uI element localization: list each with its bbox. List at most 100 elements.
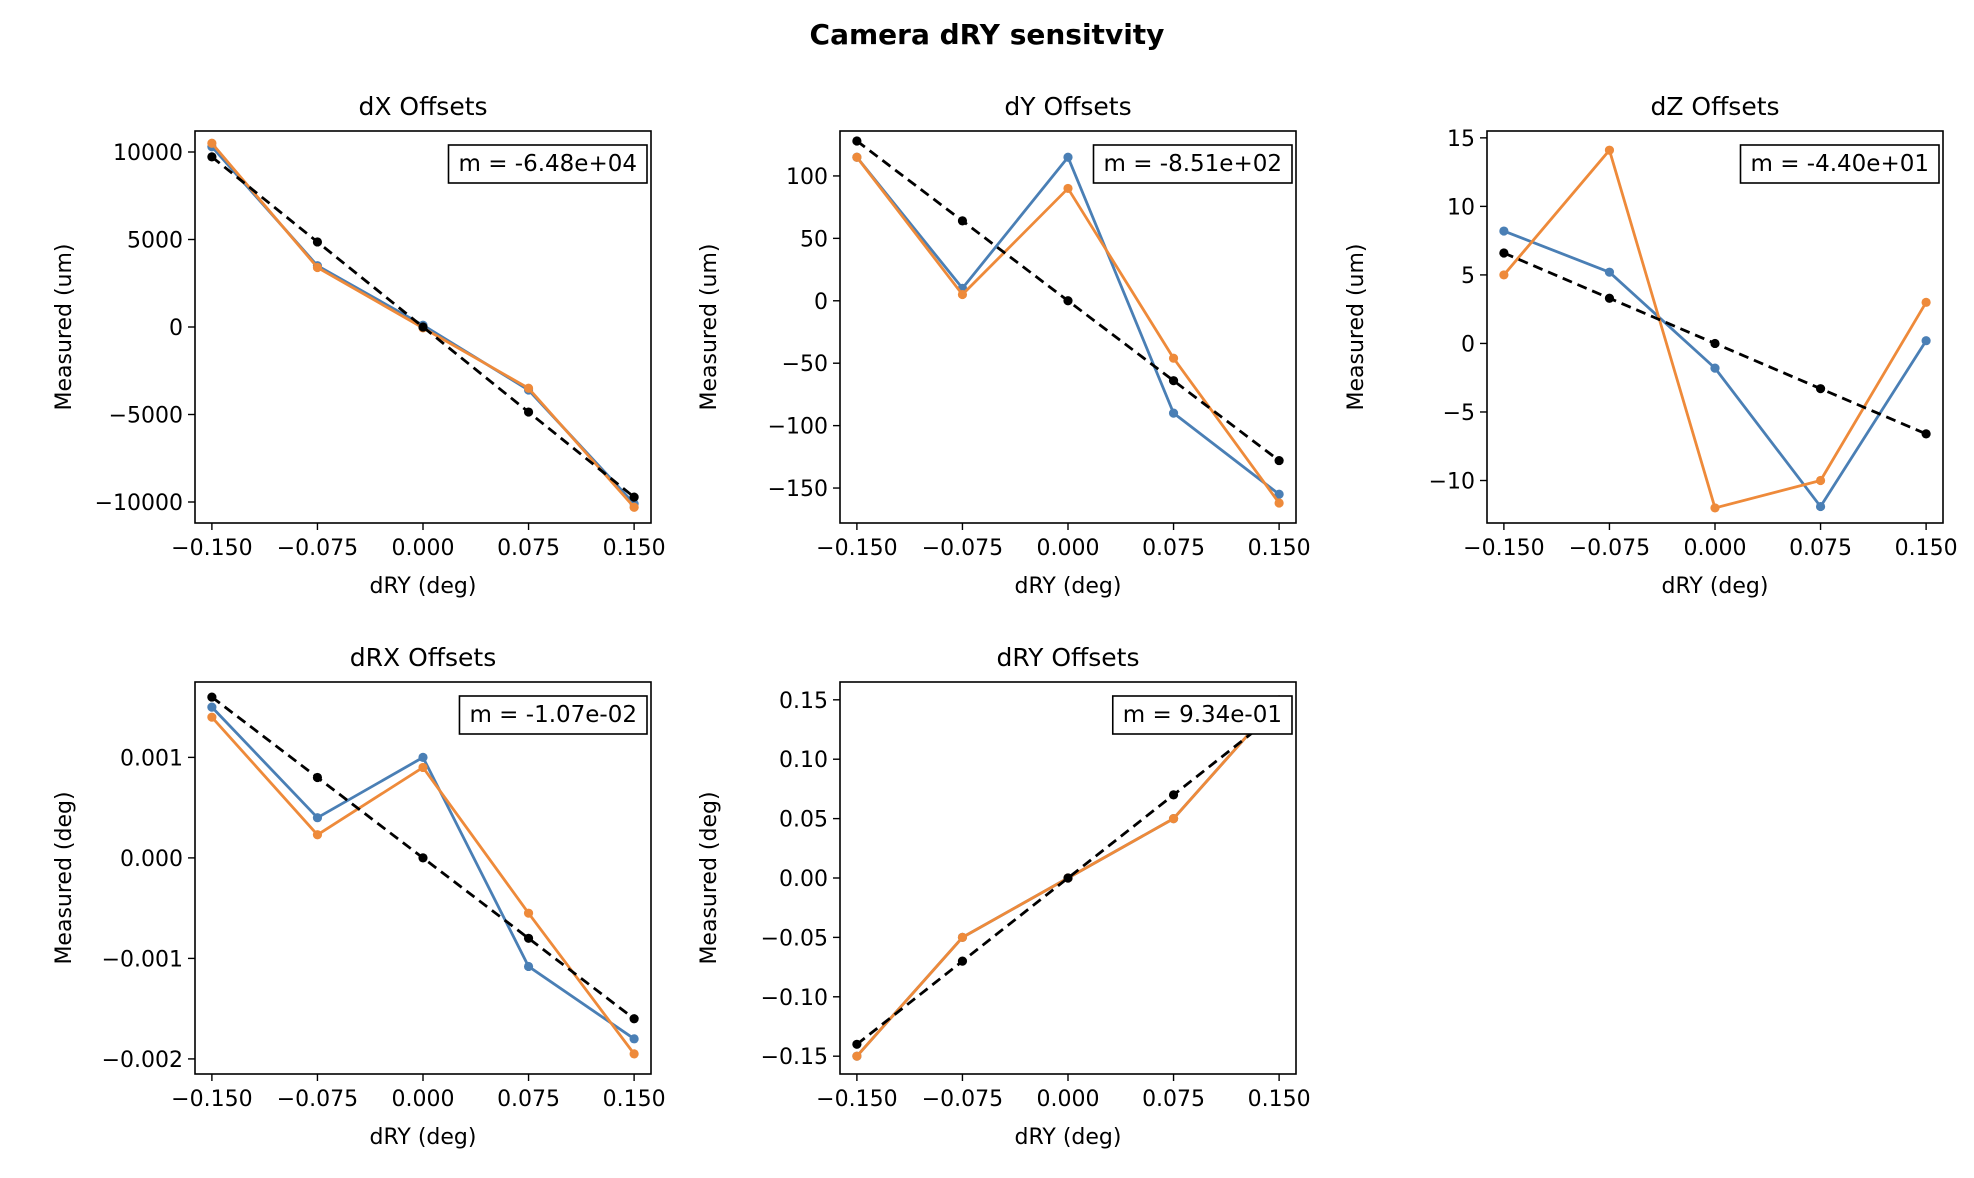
series-2-point: [957, 289, 968, 300]
series-1-line: [855, 155, 1280, 496]
x-axis-label: dRY (deg): [1015, 574, 1122, 599]
y-axis-label: Measured (um): [1344, 244, 1369, 411]
series-2-point: [852, 1051, 862, 1061]
series-2-point: [852, 152, 862, 162]
axes-frame: [194, 681, 652, 1075]
plot-area: [852, 136, 1284, 508]
subplot-title: dY Offsets: [1004, 92, 1131, 121]
subplot-title: dX Offsets: [358, 92, 487, 121]
axes-frame: [194, 130, 652, 524]
figure-title: Camera dRY sensitvity: [810, 18, 1165, 51]
series-1-point: [1921, 336, 1931, 346]
x-tick-label: −0.150: [816, 536, 897, 561]
x-axis-label: dRY (deg): [370, 1125, 477, 1150]
x-tick-label: 0.150: [603, 536, 666, 561]
series-2-point: [523, 908, 534, 918]
y-tick-label: 10: [1447, 195, 1475, 220]
subplot-4: dRX Offsets −0.150 −0.075 0.000 0.075 0.150 −0…: [52, 643, 666, 1150]
y-tick-label: 0.001: [120, 746, 183, 771]
x-tick-label: −0.150: [816, 1087, 897, 1112]
slope-annotation-box: [1111, 695, 1293, 735]
x-tick-label: 0.075: [1142, 536, 1205, 561]
fit-point: [312, 772, 323, 783]
y-tick-label: −100: [768, 415, 828, 440]
slope-annotation-text: m = -8.51e+02: [1104, 151, 1283, 177]
series-1-point: [1499, 226, 1509, 236]
subplots: dX Offsets−0.150 −0.075 0.000 0.075 0.150−10…: [52, 92, 1958, 1150]
fit-point: [957, 216, 968, 226]
y-tick-label: −0.05: [761, 926, 828, 951]
series-2-point: [1274, 498, 1284, 508]
x-tick-label: 0.150: [1248, 1087, 1311, 1112]
slope-annotation-text: m = 9.34e-01: [1123, 702, 1282, 728]
y-tick-label: −0.10: [761, 986, 828, 1011]
x-tick-label: 0.075: [497, 1087, 560, 1112]
series-1-point: [312, 813, 323, 823]
x-axis-label: dRY (deg): [1015, 1125, 1122, 1150]
y-tick-label: 0.10: [779, 748, 828, 773]
y-tick-label: 0: [169, 316, 183, 341]
series-1-point: [1063, 152, 1073, 162]
y-tick-label: −50: [782, 352, 828, 377]
x-tick-label: 0.150: [603, 1087, 666, 1112]
x-tick-label: −0.075: [922, 1087, 1003, 1112]
series-2-point: [1499, 270, 1509, 280]
fit-point: [852, 136, 862, 146]
fit-point: [1168, 376, 1179, 386]
series-2-point: [312, 830, 323, 840]
slope-annotation-text: m = -6.48e+04: [459, 151, 638, 177]
x-tick-label: −0.150: [171, 1087, 252, 1112]
x-tick-label: −0.075: [1569, 536, 1650, 561]
slope-annotation-text: m = -4.40e+01: [1751, 151, 1930, 177]
series-1-point: [629, 1034, 639, 1044]
fit-point: [957, 956, 968, 966]
y-tick-label: −0.15: [761, 1045, 828, 1070]
fit-point: [523, 407, 534, 417]
plot-area: [1499, 145, 1931, 513]
subplot-3: dZ Offsets −0.150 −0.075 0.000 0.075 0.150 −10…: [1344, 92, 1958, 599]
series-2-point: [207, 712, 217, 722]
y-tick-label: −10000: [95, 491, 183, 516]
subplot-title: dZ Offsets: [1650, 92, 1779, 121]
y-tick-label: 100: [786, 165, 828, 190]
plot-area: [207, 138, 639, 512]
plot-area: [852, 695, 1284, 1061]
x-tick-label: 0.075: [1142, 1087, 1205, 1112]
x-tick-label: −0.075: [277, 1087, 358, 1112]
series-2-point: [1815, 475, 1826, 486]
series-2-point: [312, 262, 323, 273]
x-axis-label: dRY (deg): [370, 574, 477, 599]
series-2-point: [957, 932, 968, 942]
y-axis-label: Measured (deg): [52, 791, 77, 964]
fit-point: [1168, 790, 1179, 800]
y-tick-label: −0.001: [102, 947, 183, 972]
fit-point: [523, 933, 534, 943]
subplot-5: dRY Offsets −0.150 −0.075 0.000 0.075 0.150 −0…: [697, 643, 1311, 1150]
subplot-title: dRX Offsets: [350, 643, 496, 672]
axes-frame: [839, 681, 1297, 1075]
x-tick-label: 0.000: [1037, 1087, 1100, 1112]
slope-annotation: m = -1.07e-02: [458, 695, 648, 735]
x-tick-label: −0.075: [922, 536, 1003, 561]
fit-point: [1710, 338, 1720, 349]
y-tick-label: −5: [1443, 401, 1475, 426]
series-1-point: [1604, 267, 1615, 277]
slope-annotation: m = -8.51e+02: [1092, 144, 1293, 184]
fit-point: [1499, 248, 1509, 258]
fit-point: [1274, 455, 1284, 466]
series-1-point: [1168, 408, 1179, 418]
x-axis-label: dRY (deg): [1662, 574, 1769, 599]
x-tick-label: −0.150: [1463, 536, 1544, 561]
y-tick-label: 0.000: [120, 847, 183, 872]
y-tick-label: 5: [1461, 264, 1475, 289]
fit-point: [207, 152, 217, 162]
series-2-point: [1063, 183, 1073, 194]
y-tick-label: 0.00: [779, 867, 828, 892]
series-2-point: [1604, 145, 1615, 155]
slope-annotation-box: [447, 144, 648, 184]
y-tick-label: −5000: [109, 404, 183, 429]
fit-point: [1063, 873, 1073, 883]
fit-point: [418, 853, 428, 863]
y-tick-label: 15: [1447, 127, 1475, 152]
series-2-point: [1168, 353, 1179, 363]
